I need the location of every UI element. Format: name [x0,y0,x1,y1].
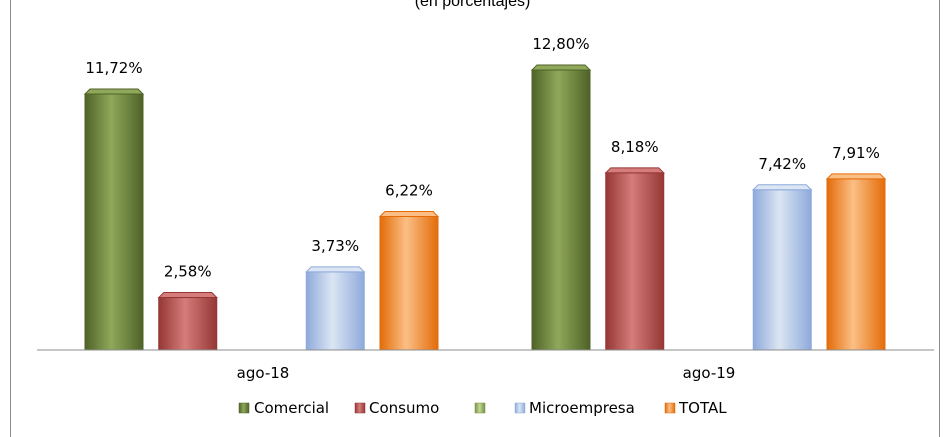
bar-body [84,93,144,351]
legend-label: Consumo [369,399,439,417]
legend-swatch [664,402,676,414]
x-tick-label: ago-18 [237,364,290,382]
bar-top [604,167,665,174]
legend-swatch [354,402,366,414]
legend-label: TOTAL [678,399,727,417]
data-label: 6,22% [385,181,433,199]
data-label: 3,73% [311,237,359,255]
bar-Comercial-ago-18 [83,88,145,351]
bar-Consumo-ago-18 [157,292,218,351]
x-tick-label: ago-19 [683,364,736,382]
legend-swatch [238,402,250,414]
bar-Comercial-ago-19 [530,64,592,351]
bar-Microempresa-ago-18 [305,266,366,351]
data-label: 12,80% [532,35,589,53]
data-label: 7,42% [758,155,806,173]
bar-body [531,69,591,351]
legend-label: Comercial [254,399,329,417]
bar-Microempresa-ago-19 [752,184,813,351]
legend-label: Microempresa [529,399,635,417]
bar-Consumo-ago-19 [604,167,665,351]
data-label: 11,72% [85,59,142,77]
bar-top [305,266,366,273]
data-label: 7,91% [832,144,880,162]
data-label: 8,18% [611,138,659,156]
bar-top [378,210,440,217]
bar-body [752,189,812,351]
bar-top [530,64,592,71]
bar-body [826,178,886,351]
bar-body [379,215,439,351]
chart-subtitle: (en porcentajes) [414,0,531,10]
bar-top [83,88,145,95]
legend-swatch [474,402,486,414]
data-label: 2,58% [164,263,212,281]
bar-body [158,297,218,351]
bar-top [752,184,813,191]
bar-body [305,271,365,351]
bar-TOTAL-ago-18 [378,210,440,351]
legend-swatch [514,402,526,414]
bar-top [157,292,218,299]
bar-body [605,172,665,351]
bar-top [825,173,887,180]
bar-TOTAL-ago-19 [825,173,887,351]
